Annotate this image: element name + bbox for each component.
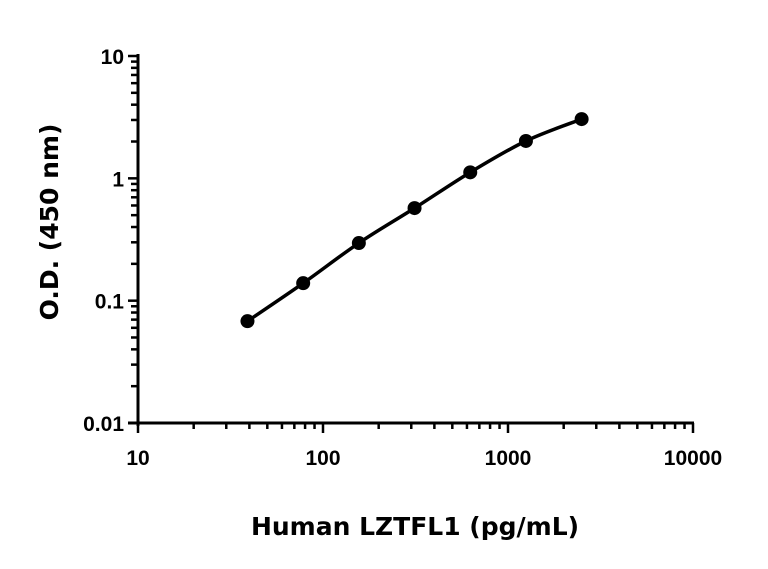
x-tick-label: 100 xyxy=(305,447,340,470)
y-tick-label: 0.01 xyxy=(83,413,124,436)
data-point xyxy=(240,314,255,329)
data-point xyxy=(296,276,311,291)
data-point xyxy=(574,112,589,127)
y-axis-tick-labels: 0.01 0.1 1 10 xyxy=(83,46,124,436)
data-point xyxy=(518,133,533,148)
x-tick-label: 10000 xyxy=(664,447,722,470)
x-tick-label: 10 xyxy=(126,447,149,470)
x-axis-tick-labels: 10 100 1000 10000 xyxy=(126,447,722,470)
x-axis-title: Human LZTFL1 (pg/mL) xyxy=(251,512,579,541)
y-tick-label: 1 xyxy=(112,168,124,191)
data-points xyxy=(240,112,589,329)
x-tick-label: 1000 xyxy=(485,447,532,470)
data-point xyxy=(407,201,422,216)
y-tick-label: 10 xyxy=(101,46,124,69)
y-axis-title: O.D. (450 nm) xyxy=(35,124,64,321)
y-tick-label: 0.1 xyxy=(95,291,125,314)
fitted-curve xyxy=(245,117,584,323)
data-point xyxy=(463,165,478,180)
data-point xyxy=(351,236,366,251)
